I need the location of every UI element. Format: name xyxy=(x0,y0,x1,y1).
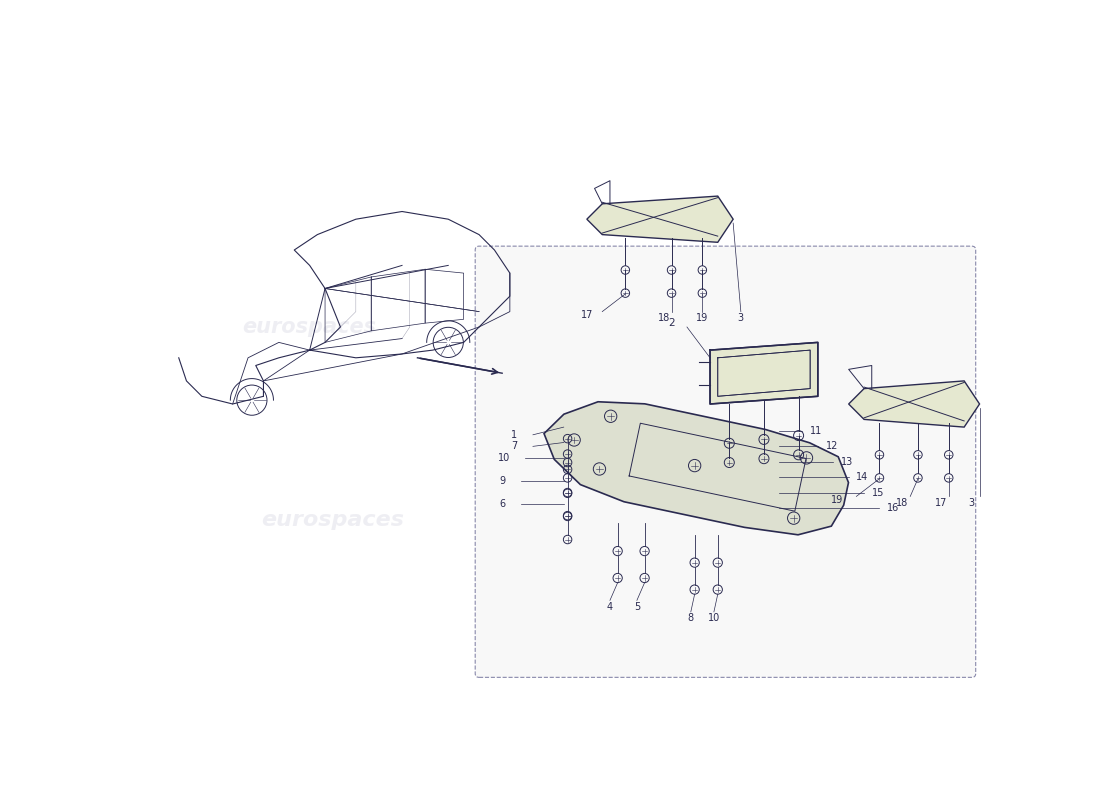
Text: 19: 19 xyxy=(830,495,844,506)
Text: 17: 17 xyxy=(581,310,593,321)
Text: 6: 6 xyxy=(499,499,506,509)
Polygon shape xyxy=(711,342,817,404)
Text: 10: 10 xyxy=(497,453,509,463)
Text: 9: 9 xyxy=(499,476,506,486)
Text: 8: 8 xyxy=(688,613,694,623)
Text: 1: 1 xyxy=(512,430,517,440)
Text: 2: 2 xyxy=(668,318,675,328)
Text: 18: 18 xyxy=(896,498,909,507)
Text: eurospaces: eurospaces xyxy=(541,261,694,285)
Text: 10: 10 xyxy=(707,613,721,623)
Polygon shape xyxy=(849,381,979,427)
Text: 14: 14 xyxy=(856,472,869,482)
Text: 17: 17 xyxy=(935,498,947,507)
Text: eurospaces: eurospaces xyxy=(243,317,376,337)
Text: 3: 3 xyxy=(969,498,975,507)
Text: 3: 3 xyxy=(738,313,744,322)
Text: 18: 18 xyxy=(658,313,670,322)
Text: eurospaces: eurospaces xyxy=(551,486,684,506)
FancyBboxPatch shape xyxy=(475,246,976,678)
Text: 16: 16 xyxy=(887,503,900,513)
Text: 19: 19 xyxy=(696,313,708,322)
Polygon shape xyxy=(544,402,848,535)
Polygon shape xyxy=(586,196,733,242)
Text: 11: 11 xyxy=(810,426,823,436)
Text: 7: 7 xyxy=(512,442,517,451)
Text: 4: 4 xyxy=(607,602,613,611)
Text: 12: 12 xyxy=(825,442,838,451)
Text: 13: 13 xyxy=(840,457,854,466)
Text: 5: 5 xyxy=(634,602,640,611)
Text: eurospaces: eurospaces xyxy=(262,510,405,530)
Text: 15: 15 xyxy=(871,487,884,498)
